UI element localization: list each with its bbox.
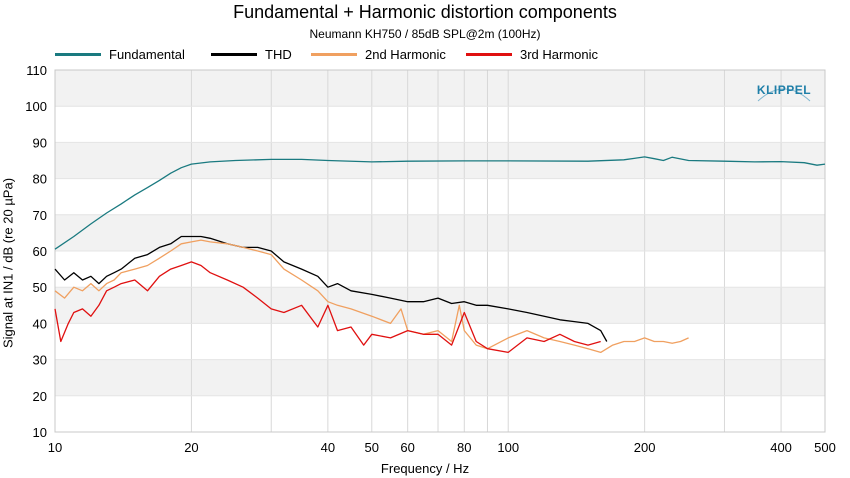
legend-label-3rd-harmonic: 3rd Harmonic <box>520 47 599 62</box>
series-line-thd <box>54 235 608 342</box>
y-tick-label: 110 <box>26 63 47 78</box>
legend-swatch-3rd-harmonic <box>466 53 512 56</box>
x-tick-label: 10 <box>48 440 62 455</box>
x-tick-label: 40 <box>321 440 335 455</box>
legend-label-thd: THD <box>265 47 292 62</box>
x-tick-label: 400 <box>770 440 792 455</box>
legend-label-2nd-harmonic: 2nd Harmonic <box>365 47 446 62</box>
y-tick-label: 80 <box>33 172 47 187</box>
legend-item-2nd-harmonic: 2nd Harmonic <box>311 47 446 62</box>
x-tick-label: 50 <box>365 440 379 455</box>
y-tick-label: 70 <box>33 208 47 223</box>
y-tick-labels: 10 20 30 40 50 60 70 80 90 100 110 <box>25 63 47 440</box>
y-tick-label: 60 <box>33 244 47 259</box>
band <box>55 287 825 324</box>
plot-frame <box>54 69 826 433</box>
y-tick-label: 10 <box>33 425 47 440</box>
band <box>55 214 825 251</box>
y-tick-label: 30 <box>33 353 47 368</box>
y-tick-label: 20 <box>33 389 47 404</box>
band <box>55 178 825 215</box>
band <box>55 106 825 143</box>
chart-title: Fundamental + Harmonic distortion compon… <box>233 2 617 22</box>
y-tick-label: 40 <box>33 316 47 331</box>
logo-arc-icon <box>757 88 811 102</box>
legend-item-thd: THD <box>211 47 292 62</box>
x-tick-label: 500 <box>814 440 836 455</box>
band <box>55 323 825 360</box>
series-line-2nd-harmonic <box>54 239 689 354</box>
series-line-fundamental <box>54 156 826 250</box>
series-line-3rd-harmonic <box>54 261 601 354</box>
x-tick-label: 60 <box>400 440 414 455</box>
y-tick-label: 50 <box>33 280 47 295</box>
x-tick-labels: 10 20 40 50 60 80 100 200 400 500 <box>48 440 836 455</box>
band <box>55 395 825 432</box>
legend-swatch-thd <box>211 53 257 56</box>
klippel-logo: KLIPPEL <box>752 75 816 107</box>
legend-item-3rd-harmonic: 3rd Harmonic <box>466 47 598 62</box>
legend-label-fundamental: Fundamental <box>109 47 185 62</box>
band <box>55 251 825 288</box>
series-lines <box>54 156 826 354</box>
legend-swatch-2nd-harmonic <box>311 53 357 56</box>
logo-text: KLIPPEL <box>756 83 812 97</box>
band <box>55 70 825 107</box>
x-tick-label: 200 <box>634 440 656 455</box>
legend-swatch-fundamental <box>55 53 101 56</box>
y-axis-label: Signal at IN1 / dB (re 20 µPa) <box>0 177 16 349</box>
legend-item-fundamental: Fundamental <box>55 47 185 62</box>
x-tick-label: 20 <box>184 440 198 455</box>
y-tick-label: 90 <box>33 135 47 150</box>
y-tick-label: 100 <box>25 99 47 114</box>
band <box>55 359 825 396</box>
background-bands <box>55 70 825 432</box>
x-tick-label: 80 <box>457 440 471 455</box>
chart-subtitle: Neumann KH750 / 85dB SPL@2m (100Hz) <box>309 27 541 41</box>
x-tick-label: 100 <box>497 440 519 455</box>
x-axis-label: Frequency / Hz <box>380 461 470 476</box>
